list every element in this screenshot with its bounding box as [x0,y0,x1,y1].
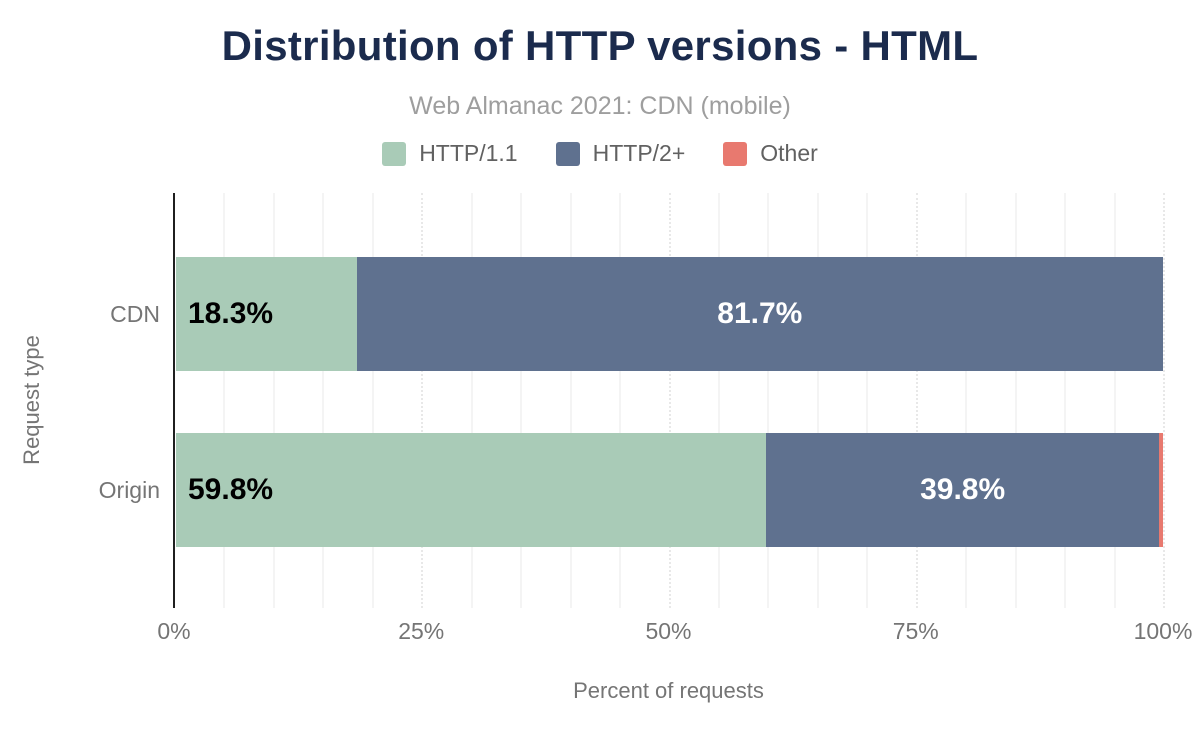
plot-area: 18.3% 81.7% 59.8% 39.8% [174,193,1165,608]
gridline-50 [668,193,671,608]
gridline-5 [223,193,226,608]
legend: HTTP/1.1 HTTP/2+ Other [0,140,1200,167]
gridline-10 [272,193,275,608]
bar-value-label-origin-http-2: 39.8% [920,473,1006,506]
bar-segment-origin-http-1-1[interactable]: 59.8% [176,433,767,547]
legend-swatch-other [723,141,748,166]
bar-value-label-cdn-http-1-1: 18.3% [188,297,274,330]
gridline-85 [1014,193,1017,608]
legend-item-http-1-1[interactable]: HTTP/1.1 [382,140,518,167]
gridline-70 [866,193,869,608]
gridline-75 [915,193,918,608]
category-label-origin: Origin [98,476,160,503]
bar-segment-origin-other[interactable] [1159,433,1163,547]
gridline-30 [470,193,473,608]
gridline-20 [371,193,374,608]
x-tick-0: 0% [157,618,191,644]
gridline-100 [1163,193,1165,608]
y-axis-line [173,193,175,608]
x-axis-title: Percent of requests [573,678,764,703]
bar-row-cdn: 18.3% 81.7% [176,257,1163,371]
gridline-25 [421,193,424,608]
gridline-90 [1064,193,1067,608]
gridline-45 [619,193,622,608]
chart-subtitle: Web Almanac 2021: CDN (mobile) [409,92,791,120]
legend-item-http-2[interactable]: HTTP/2+ [555,140,686,167]
gridline-35 [520,193,523,608]
category-label-cdn: CDN [110,300,160,327]
bar-value-label-cdn-http-2: 81.7% [717,297,803,330]
x-tick-50: 50% [645,618,692,644]
chart-title: Distribution of HTTP versions - HTML [221,22,979,69]
gridline-65 [816,193,819,608]
x-tick-75: 75% [892,618,939,644]
gridline-15 [322,193,325,608]
legend-label: Other [760,140,818,166]
legend-label: HTTP/1.1 [419,140,518,166]
gridline-40 [569,193,572,608]
gridline-60 [767,193,770,608]
legend-label: HTTP/2+ [592,140,686,166]
x-tick-25: 25% [398,618,445,644]
gridline-95 [1113,193,1116,608]
gridline-80 [965,193,968,608]
bar-row-origin: 59.8% 39.8% [176,433,1163,547]
x-tick-100: 100% [1133,618,1193,644]
legend-swatch-http-1-1 [382,141,407,166]
bar-segment-cdn-http-2[interactable]: 81.7% [356,257,1163,371]
bar-segment-cdn-http-1-1[interactable]: 18.3% [176,257,357,371]
gridline-55 [717,193,720,608]
bar-segment-origin-http-2[interactable]: 39.8% [766,433,1160,547]
legend-item-other[interactable]: Other [723,140,818,167]
legend-swatch-http-2 [555,141,580,166]
bar-value-label-origin-http-1-1: 59.8% [188,473,274,506]
